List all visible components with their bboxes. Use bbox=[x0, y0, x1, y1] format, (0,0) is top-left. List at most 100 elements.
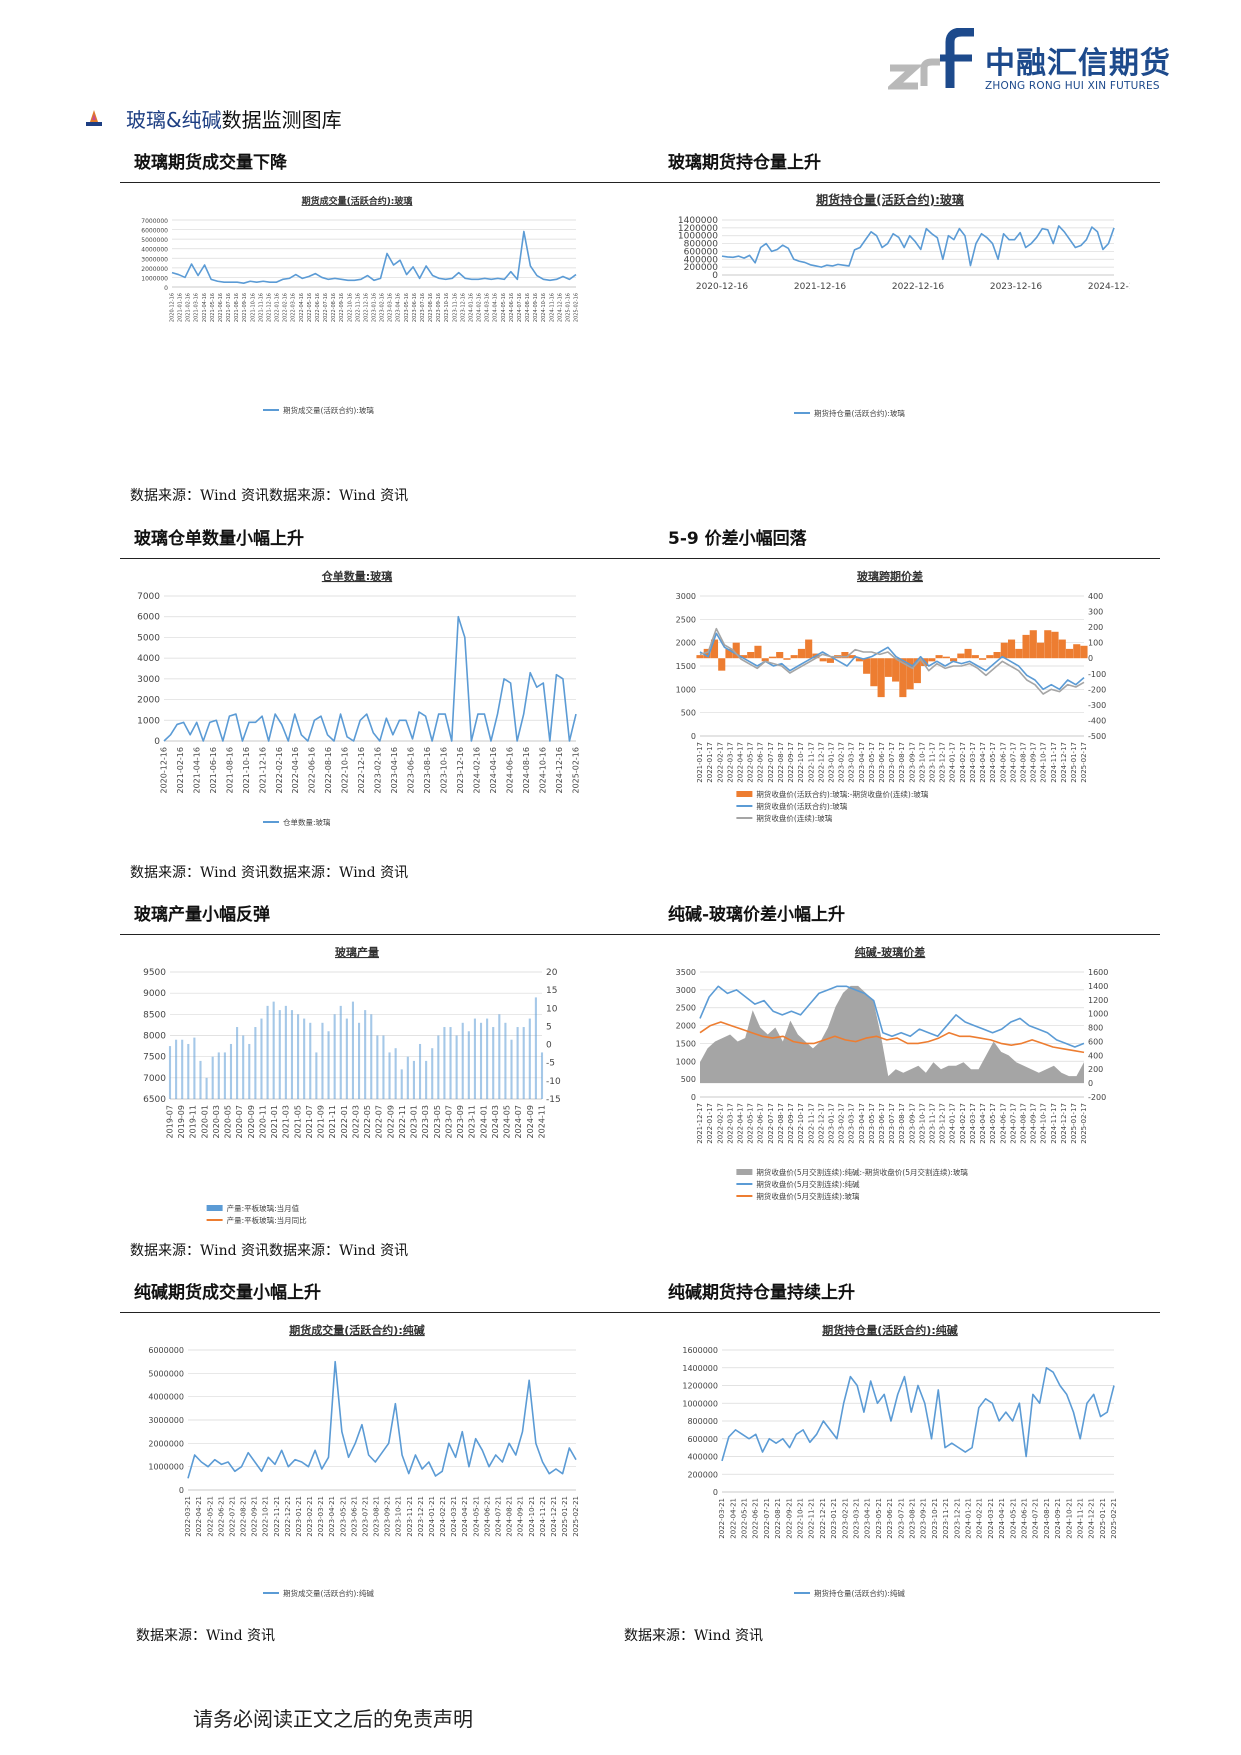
x-tick-label: 2023-11-17 bbox=[929, 742, 937, 783]
x-tick-label: 2024-06-16 bbox=[505, 747, 514, 794]
x-tick-label: 2022-09-16 bbox=[339, 293, 345, 322]
spread-bar bbox=[913, 658, 921, 684]
x-tick-label: 2020-11 bbox=[258, 1105, 267, 1138]
x-tick-label: 2022-11 bbox=[398, 1105, 407, 1138]
data-source-row2: 数据来源：Wind 资讯数据来源：Wind 资讯 bbox=[130, 865, 409, 881]
bar bbox=[431, 1048, 434, 1099]
x-tick-label: 2021-12-17 bbox=[696, 1103, 704, 1144]
y2-tick-label: -100 bbox=[1088, 670, 1106, 679]
x-tick-label: 2020-09 bbox=[247, 1105, 256, 1138]
x-tick-label: 2022-09-21 bbox=[251, 1496, 259, 1537]
y-tick-label: 6500 bbox=[143, 1095, 166, 1105]
y-tick-label: 0 bbox=[179, 1486, 184, 1495]
y-tick-label: 1400000 bbox=[682, 1364, 718, 1373]
x-tick-label: 2023-07-21 bbox=[361, 1496, 369, 1537]
x-tick-label: 2024-12-21 bbox=[1088, 1498, 1096, 1539]
legend-label: 仓单数量:玻璃 bbox=[283, 817, 331, 827]
y-tick-label: 7500 bbox=[143, 1053, 166, 1063]
x-tick-label: 2024-07-21 bbox=[1032, 1498, 1040, 1539]
x-tick-label: 2023-10-17 bbox=[918, 742, 926, 783]
x-tick-label: 2021-06-16 bbox=[218, 293, 224, 322]
x-tick-label: 2024-02-16 bbox=[477, 293, 483, 322]
chart-soda-volume: 期货成交量(活跃合约):纯碱 0 1000000 2000000 3000000 4000… bbox=[148, 1323, 580, 1598]
bar bbox=[339, 1005, 342, 1099]
spread-bar bbox=[703, 648, 711, 659]
y-tick-label: 5000000 bbox=[148, 1369, 184, 1378]
x-tick-label: 2024-10-17 bbox=[1040, 1103, 1048, 1144]
x-tick-label: 2024-10-21 bbox=[528, 1496, 536, 1537]
y2-tick-label: 15 bbox=[546, 986, 557, 996]
x-tick-label: 2022-06-16 bbox=[308, 747, 317, 794]
x-tick-label: 2022-03-17 bbox=[726, 1103, 734, 1144]
x-tick-label: 2023-12-17 bbox=[939, 742, 947, 783]
spread-bar bbox=[710, 639, 719, 659]
x-tick-label: 2022-04-21 bbox=[729, 1498, 737, 1539]
x-tick-label: 2021-12-16 bbox=[266, 293, 272, 322]
x-tick-label: 2023-07-21 bbox=[897, 1498, 905, 1539]
x-tick-label: 2022-12-16 bbox=[363, 293, 369, 322]
bar bbox=[290, 1010, 294, 1099]
x-tick-label: 2023-03 bbox=[421, 1105, 430, 1138]
x-tick-label: 2022-11-16 bbox=[355, 293, 361, 322]
x-tick-label: 2022-03 bbox=[351, 1105, 360, 1138]
x-tick-label: 2021-08-16 bbox=[234, 293, 240, 322]
x-tick-label: 2023-03-21 bbox=[853, 1498, 861, 1539]
chart-soda-open-interest: 期货持仓量(活跃合约):纯碱 0 200000 400000 600000 800000 1… bbox=[682, 1323, 1118, 1598]
bar bbox=[260, 1018, 263, 1099]
line-series bbox=[699, 985, 1085, 1048]
x-tick-label: 2022-03-21 bbox=[718, 1498, 726, 1539]
bar bbox=[400, 1069, 403, 1099]
bar bbox=[492, 1027, 495, 1099]
y-tick-label: 1000 bbox=[137, 716, 160, 726]
y2-tick-label: 400 bbox=[1088, 592, 1103, 601]
spread-bar bbox=[892, 658, 900, 682]
spread-bar bbox=[848, 655, 856, 659]
x-tick-label: 2024-10-17 bbox=[1040, 742, 1048, 783]
line-series bbox=[721, 225, 1115, 268]
y-tick-label: 1200000 bbox=[682, 1382, 718, 1391]
x-tick-label: 2024-06-16 bbox=[509, 293, 515, 322]
bar bbox=[357, 1022, 361, 1099]
x-tick-label: 2023-06-17 bbox=[878, 1103, 886, 1144]
y-tick-label: 3000 bbox=[676, 592, 696, 601]
x-tick-label: 2023-12-16 bbox=[456, 747, 465, 794]
y-tick-label: 8000 bbox=[143, 1032, 166, 1042]
chart-title: 玻璃产量 bbox=[335, 945, 379, 959]
bar bbox=[528, 1018, 531, 1099]
spread-bar bbox=[696, 655, 704, 659]
x-tick-label: 2022-06-17 bbox=[757, 1103, 765, 1144]
spread-bar bbox=[776, 652, 784, 659]
x-tick-label: 2023-02-21 bbox=[841, 1498, 849, 1539]
y2-tick-label: 10 bbox=[546, 1004, 558, 1014]
y-tick-label: 2000000 bbox=[141, 266, 168, 273]
area-series bbox=[700, 985, 1084, 1084]
y-tick-label: 2500 bbox=[676, 1004, 696, 1013]
bar bbox=[217, 1052, 220, 1099]
x-tick-label: 2024-01-21 bbox=[965, 1498, 973, 1539]
spread-bar bbox=[1022, 634, 1030, 659]
bar bbox=[467, 1031, 470, 1099]
chart-title: 期货成交量(活跃合约):纯碱 bbox=[289, 1323, 424, 1337]
x-tick-label: 2021-03 bbox=[282, 1105, 291, 1138]
x-tick-label: 2023-11-21 bbox=[942, 1498, 950, 1539]
y-tick-label: 600000 bbox=[687, 1435, 718, 1444]
x-tick-label: 2023-01 bbox=[410, 1105, 419, 1138]
x-tick-label: 2023-04-21 bbox=[328, 1496, 336, 1537]
x-tick-label: 2024-09-21 bbox=[1054, 1498, 1062, 1539]
x-tick-label: 2024-03 bbox=[491, 1105, 500, 1138]
x-tick-label: 2025-01-17 bbox=[1070, 742, 1078, 783]
x-tick-label: 2024-02-17 bbox=[959, 742, 967, 783]
x-tick-label: 2021-07-16 bbox=[226, 293, 232, 322]
x-tick-label: 2022-06-21 bbox=[752, 1498, 760, 1539]
line-series bbox=[187, 1360, 577, 1479]
x-tick-label: 2023-01-17 bbox=[827, 742, 835, 783]
divider bbox=[120, 934, 1160, 935]
x-tick-label: 2025-01-21 bbox=[561, 1496, 569, 1537]
y-tick-label: 7000 bbox=[143, 1074, 166, 1084]
x-tick-label: 2023-06-16 bbox=[407, 747, 416, 794]
x-tick-label: 2023-09-21 bbox=[920, 1498, 928, 1539]
chart-glass-spread: 玻璃跨期价差050010001500200025003000-500-400-3… bbox=[676, 569, 1107, 823]
x-tick-label: 2023-10-21 bbox=[931, 1498, 939, 1539]
bar bbox=[303, 1018, 306, 1099]
bar bbox=[522, 1027, 525, 1099]
